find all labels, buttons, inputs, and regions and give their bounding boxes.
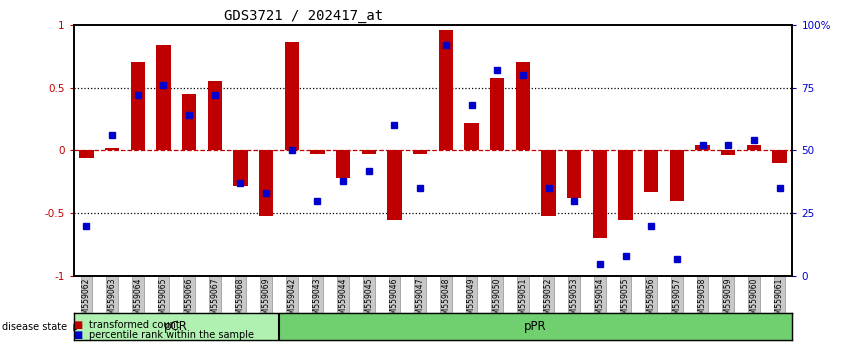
Bar: [490, 78, 504, 150]
Text: percentile rank within the sample: percentile rank within the sample: [89, 330, 255, 340]
Bar: [157, 45, 171, 150]
Bar: [208, 81, 222, 150]
Bar: [80, 150, 94, 158]
Bar: [541, 150, 556, 216]
Bar: [362, 150, 376, 154]
Bar: [567, 150, 581, 198]
Bar: [464, 123, 479, 150]
Bar: [721, 150, 735, 155]
Text: ■: ■: [74, 320, 83, 330]
Text: disease state  ▶: disease state ▶: [2, 321, 81, 332]
Bar: [695, 145, 709, 150]
Bar: [644, 150, 658, 192]
Text: pPR: pPR: [525, 320, 547, 333]
Bar: [387, 150, 402, 219]
Bar: [593, 150, 607, 239]
Bar: [669, 150, 684, 201]
Text: transformed count: transformed count: [89, 320, 180, 330]
Bar: [439, 30, 453, 150]
Bar: [74, 313, 279, 340]
Bar: [618, 150, 632, 219]
Bar: [234, 150, 248, 185]
Bar: [772, 150, 786, 163]
Bar: [279, 313, 792, 340]
Text: ■: ■: [74, 330, 83, 340]
Text: GDS3721 / 202417_at: GDS3721 / 202417_at: [223, 9, 383, 23]
Bar: [336, 150, 350, 178]
Bar: [413, 150, 427, 154]
Bar: [131, 62, 145, 150]
Bar: [285, 42, 299, 150]
Bar: [259, 150, 273, 216]
Bar: [182, 94, 197, 150]
Bar: [516, 62, 530, 150]
Bar: [105, 148, 120, 150]
Bar: [746, 145, 761, 150]
Bar: [310, 150, 325, 154]
Text: pCR: pCR: [165, 320, 188, 333]
